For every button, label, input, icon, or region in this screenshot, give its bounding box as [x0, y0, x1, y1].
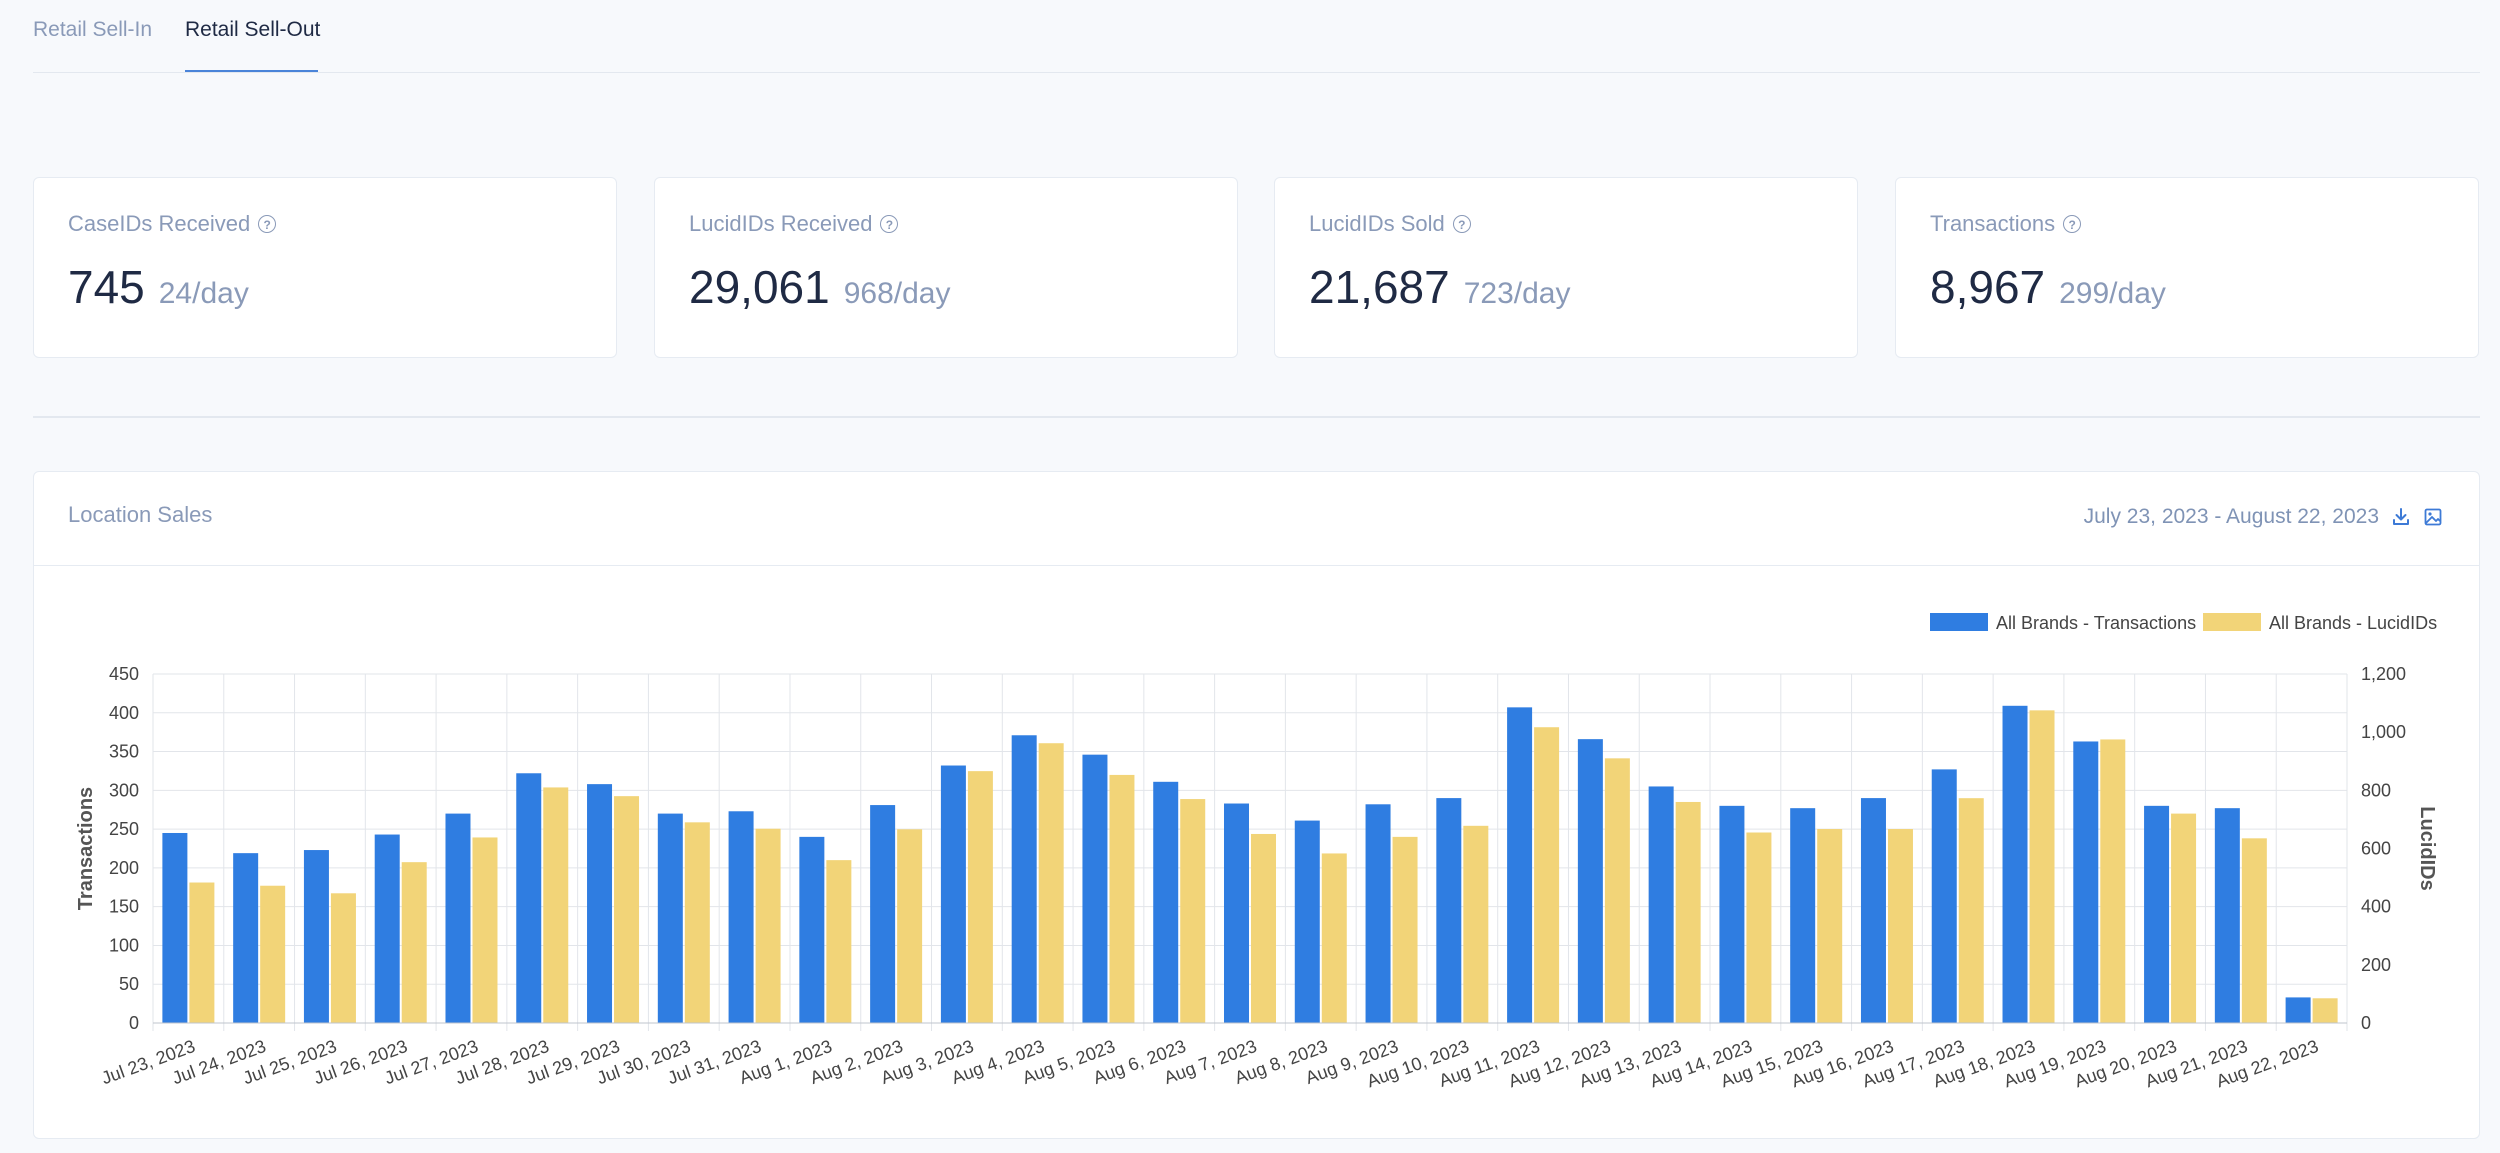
kpi-card-lucidids-received: LucidIDs Received ? 29,061 968/day — [654, 177, 1238, 358]
kpi-card-transactions: Transactions ? 8,967 299/day — [1895, 177, 2479, 358]
tab-retail-sell-in[interactable]: Retail Sell-In — [33, 18, 153, 41]
panel-title: Location Sales — [68, 502, 213, 527]
kpi-title: Transactions ? — [1930, 211, 2082, 237]
kpi-title-text: LucidIDs Received — [689, 211, 873, 236]
kpi-rate: 723/day — [1463, 277, 1571, 310]
section-divider — [33, 416, 2480, 418]
kpi-value-row: 745 24/day — [68, 260, 249, 314]
kpi-rate: 968/day — [843, 277, 951, 310]
kpi-rate: 299/day — [2059, 277, 2166, 310]
help-icon[interactable]: ? — [258, 215, 277, 233]
help-icon[interactable]: ? — [880, 215, 899, 233]
date-range-controls: July 23, 2023 - August 22, 2023 — [2084, 505, 2443, 529]
kpi-title: LucidIDs Sold ? — [1309, 211, 1471, 237]
active-tab-indicator — [185, 70, 318, 72]
image-icon[interactable] — [2423, 507, 2443, 527]
download-icon[interactable] — [2391, 507, 2411, 527]
kpi-value: 21,687 — [1309, 261, 1450, 313]
kpi-title-text: LucidIDs Sold — [1309, 211, 1445, 236]
panel-header: Location Sales July 23, 2023 - August 22… — [34, 472, 2479, 566]
kpi-value: 745 — [68, 261, 145, 313]
kpi-card-lucidids-sold: LucidIDs Sold ? 21,687 723/day — [1274, 177, 1858, 358]
kpi-title: CaseIDs Received ? — [68, 211, 277, 237]
help-icon[interactable]: ? — [1452, 215, 1471, 233]
kpi-title-text: Transactions — [1930, 211, 2056, 236]
kpi-value: 8,967 — [1930, 261, 2046, 313]
location-sales-panel: Location Sales July 23, 2023 - August 22… — [33, 471, 2480, 1139]
help-icon[interactable]: ? — [2063, 215, 2082, 233]
kpi-value: 29,061 — [689, 261, 830, 313]
date-range-picker[interactable]: July 23, 2023 - August 22, 2023 — [2083, 505, 2379, 528]
kpi-title-text: CaseIDs Received — [68, 211, 251, 236]
kpi-card-caseids-received: CaseIDs Received ? 745 24/day — [33, 177, 617, 358]
kpi-rate: 24/day — [158, 277, 249, 310]
kpi-value-row: 8,967 299/day — [1930, 260, 2166, 314]
tab-retail-sell-out[interactable]: Retail Sell-Out — [185, 18, 321, 41]
kpi-value-row: 21,687 723/day — [1309, 260, 1570, 314]
kpi-title: LucidIDs Received ? — [689, 211, 899, 237]
tab-bar: Retail Sell-In Retail Sell-Out — [33, 0, 2480, 73]
kpi-value-row: 29,061 968/day — [689, 260, 950, 314]
